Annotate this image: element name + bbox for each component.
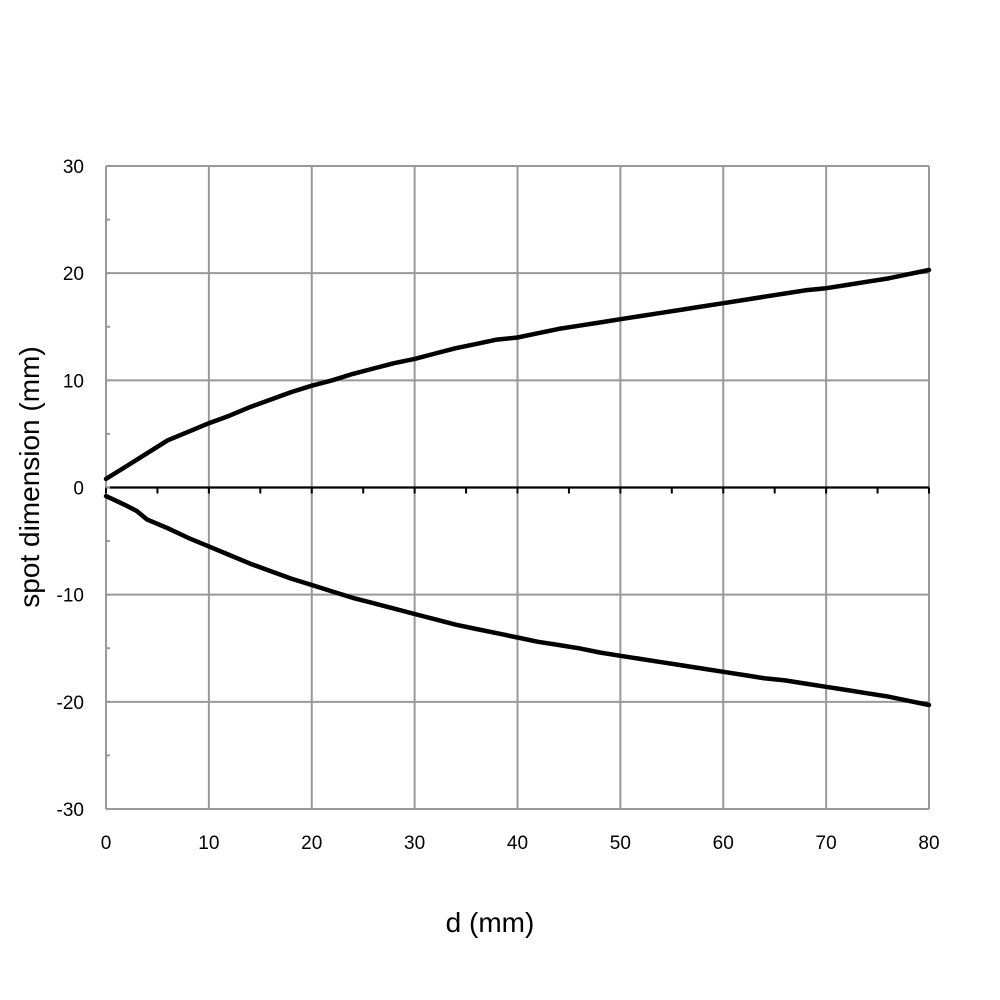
- x-tick-label: 80: [918, 833, 939, 854]
- y-tick-labels: 30 20 10 0 -10 -20 -30: [57, 157, 84, 821]
- x-tick-labels: 0 10 20 30 40 50 60 70 80: [101, 833, 940, 854]
- x-tick-label: 50: [610, 833, 631, 854]
- axis-ticks: [105, 165, 930, 810]
- y-tick-label: 0: [73, 479, 84, 500]
- x-axis-title: d (mm): [446, 907, 535, 938]
- x-tick-label: 20: [301, 833, 322, 854]
- x-tick-label: 40: [507, 833, 528, 854]
- x-tick-label: 70: [816, 833, 837, 854]
- upper-curve: [103, 267, 932, 482]
- x-tick-label: 60: [713, 833, 734, 854]
- lower-curve: [103, 493, 932, 708]
- y-tick-label: 30: [63, 157, 84, 178]
- x-tick-label: 30: [404, 833, 425, 854]
- y-axis-title: spot dimension (mm): [14, 346, 45, 607]
- y-tick-label: -20: [57, 693, 84, 714]
- y-tick-label: -10: [57, 586, 84, 607]
- y-tick-label: 10: [63, 371, 84, 392]
- x-tick-label: 0: [101, 833, 112, 854]
- x-tick-label: 10: [198, 833, 219, 854]
- y-tick-label: -30: [57, 800, 84, 821]
- y-tick-label: 20: [63, 264, 84, 285]
- series-lines: [103, 267, 932, 708]
